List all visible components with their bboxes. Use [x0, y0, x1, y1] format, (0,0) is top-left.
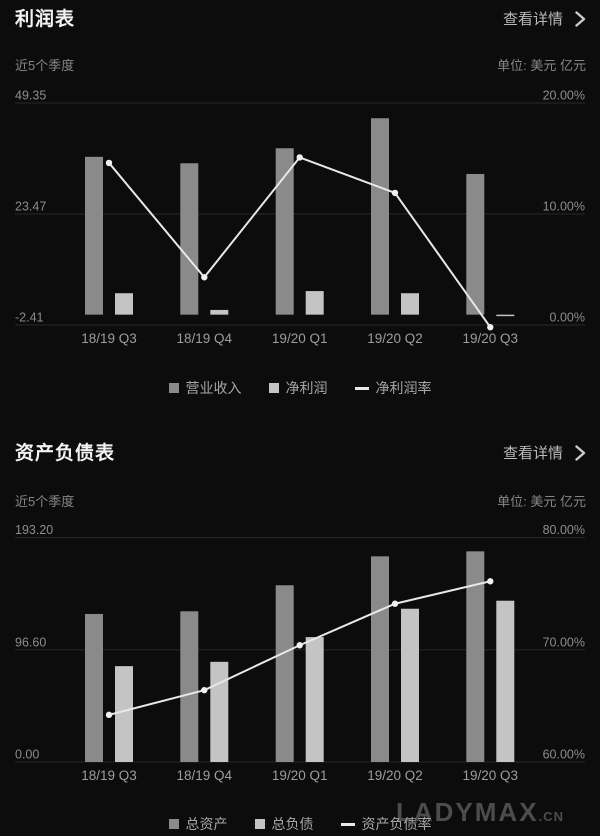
- x-axis-label: 18/19 Q3: [81, 331, 137, 346]
- view-details-label: 查看详情: [502, 11, 563, 28]
- legend-label: 净利润: [285, 380, 328, 396]
- legend-item[interactable]: 净利润率: [354, 378, 432, 398]
- unit-label: 单位: 美元 亿元: [497, 494, 586, 509]
- data-point-marker[interactable]: [105, 159, 113, 167]
- legend-square-marker: [168, 383, 179, 393]
- bar-segment[interactable]: [371, 118, 389, 315]
- data-point-marker[interactable]: [201, 686, 208, 694]
- bar-segment[interactable]: [210, 309, 229, 315]
- balance-chart[interactable]: 193.20 96.60 0.00 80.00% 70.00% 60.00% 18/19 Q…: [0, 522, 600, 798]
- legend-label: 资产负债率: [361, 816, 432, 832]
- bar-segment[interactable]: [496, 314, 515, 317]
- chevron-right-icon: [575, 444, 586, 461]
- data-point-marker[interactable]: [296, 642, 303, 649]
- x-axis-label: 19/20 Q2: [367, 768, 423, 783]
- bar-segment[interactable]: [496, 600, 515, 762]
- bar-segment[interactable]: [371, 556, 389, 762]
- x-axis-label: 19/20 Q3: [463, 331, 519, 346]
- legend-line-marker: [340, 822, 355, 826]
- profit-view-details-link[interactable]: 查看详情: [503, 8, 586, 29]
- bar-segment[interactable]: [401, 293, 419, 315]
- right-axis-tick: 10.00%: [543, 200, 585, 214]
- legend-label: 总资产: [185, 816, 228, 832]
- period-label: 近5个季度: [15, 58, 75, 73]
- bar-segment[interactable]: [85, 156, 103, 315]
- bar-segment[interactable]: [466, 173, 485, 315]
- data-point-marker[interactable]: [296, 154, 303, 161]
- right-axis-tick: 80.00%: [543, 523, 585, 537]
- legend-item[interactable]: 营业收入: [168, 378, 242, 398]
- left-axis-tick: 96.60: [15, 635, 46, 649]
- legend-item[interactable]: 资产负债率: [340, 814, 432, 834]
- bar-segment[interactable]: [275, 148, 294, 315]
- left-axis-tick: 0.00: [15, 748, 39, 762]
- profit-sub-row: 近5个季度 单位: 美元 亿元: [15, 55, 586, 74]
- right-axis-tick: 70.00%: [543, 635, 585, 649]
- left-axis-tick: 49.35: [15, 89, 46, 103]
- bar-segment[interactable]: [305, 291, 324, 315]
- legend-item[interactable]: 净利润: [268, 378, 328, 398]
- balance-view-details-link[interactable]: 查看详情: [503, 442, 586, 463]
- data-point-marker[interactable]: [201, 274, 208, 281]
- x-axis-label: 19/20 Q1: [272, 331, 328, 346]
- legend-line-marker: [354, 386, 369, 390]
- data-point-marker[interactable]: [105, 711, 113, 719]
- bar-segment[interactable]: [275, 585, 294, 762]
- right-axis-tick: 0.00%: [550, 311, 585, 325]
- bar-segment[interactable]: [401, 608, 419, 762]
- legend-label: 营业收入: [185, 380, 242, 396]
- x-axis-label: 18/19 Q3: [81, 768, 137, 783]
- data-point-marker[interactable]: [487, 578, 494, 585]
- legend-item[interactable]: 总资产: [168, 814, 228, 834]
- x-axis-label: 19/20 Q3: [463, 768, 519, 783]
- period-label: 近5个季度: [15, 494, 75, 509]
- bar-segment[interactable]: [180, 611, 199, 762]
- left-axis-tick: 193.20: [15, 523, 53, 537]
- legend-label: 总负债: [271, 816, 314, 832]
- profit-section-title: 利润表: [15, 9, 76, 30]
- unit-label: 单位: 美元 亿元: [497, 58, 586, 73]
- x-axis-label: 19/20 Q1: [272, 768, 328, 783]
- x-axis-label: 18/19 Q4: [177, 768, 233, 783]
- profit-legend: 营业收入 净利润 净利润率: [0, 378, 600, 398]
- legend-square-marker: [168, 819, 179, 829]
- view-details-label: 查看详情: [502, 445, 563, 462]
- legend-label: 净利润率: [375, 380, 432, 396]
- data-point-marker[interactable]: [487, 324, 494, 331]
- chevron-right-icon: [575, 10, 586, 27]
- x-axis-label: 18/19 Q4: [177, 331, 233, 346]
- legend-square-marker: [268, 383, 279, 393]
- right-axis-tick: 20.00%: [543, 89, 585, 103]
- bar-segment[interactable]: [180, 163, 199, 315]
- legend-square-marker: [254, 819, 265, 829]
- bar-segment[interactable]: [466, 551, 485, 762]
- bar-segment[interactable]: [115, 666, 133, 762]
- data-point-marker[interactable]: [391, 600, 399, 607]
- balance-section-title: 资产负债表: [15, 443, 116, 464]
- left-axis-tick: 23.47: [15, 200, 46, 214]
- bar-segment[interactable]: [210, 661, 229, 762]
- data-point-marker[interactable]: [391, 189, 399, 197]
- bar-segment[interactable]: [85, 613, 103, 762]
- bar-segment[interactable]: [115, 293, 133, 315]
- legend-item[interactable]: 总负债: [254, 814, 314, 834]
- x-axis-label: 19/20 Q2: [367, 331, 423, 346]
- right-axis-tick: 60.00%: [543, 748, 585, 762]
- profit-chart[interactable]: 49.35 23.47 -2.41 20.00% 10.00% 0.00% 18/19 Q3…: [0, 88, 600, 360]
- left-axis-tick: -2.41: [15, 311, 44, 325]
- balance-legend: 总资产 总负债 资产负债率: [0, 814, 600, 834]
- balance-sub-row: 近5个季度 单位: 美元 亿元: [15, 491, 586, 510]
- bar-segment[interactable]: [305, 637, 324, 762]
- trend-line: [108, 156, 492, 328]
